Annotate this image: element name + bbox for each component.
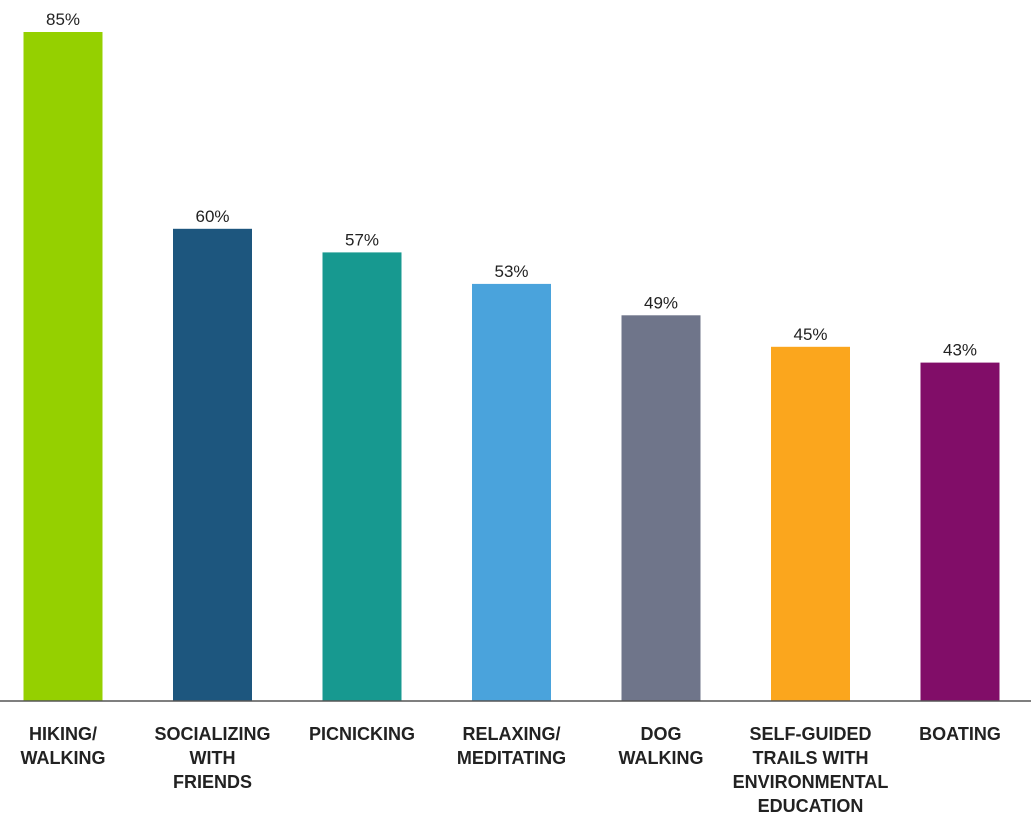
bar-2	[322, 252, 402, 701]
category-label-4-line-1: WALKING	[619, 748, 704, 768]
category-label-2-line-0: PICNICKING	[309, 724, 415, 744]
category-label-2: PICNICKING	[309, 724, 415, 744]
category-label-5-line-2: ENVIRONMENTAL	[733, 772, 889, 792]
bar-6	[920, 362, 1000, 701]
category-labels-group: HIKING/WALKING SOCIALIZING WITH FRIENDS PICN…	[21, 724, 1001, 816]
value-label-3: 53%	[494, 262, 528, 281]
category-label-4-line-0: DOG	[640, 724, 681, 744]
category-label-3-line-1: MEDITATING	[457, 748, 566, 768]
category-label-3: RELAXING/MEDITATING	[457, 724, 566, 768]
category-label-3-line-0: RELAXING/	[462, 724, 560, 744]
bar-3	[472, 283, 551, 701]
bars-group	[23, 32, 1000, 702]
bar-1	[173, 228, 252, 702]
category-label-0: HIKING/WALKING	[21, 724, 106, 768]
value-label-0: 85%	[46, 10, 80, 29]
category-label-5-line-0: SELF-GUIDED	[749, 724, 871, 744]
category-label-6: BOATING	[919, 724, 1001, 744]
category-label-5: SELF-GUIDED TRAILS WITH ENVIRONMENTAL EDUCA…	[733, 724, 889, 816]
category-label-5-line-3: EDUCATION	[758, 796, 864, 816]
category-label-1: SOCIALIZING WITH FRIENDS	[155, 724, 271, 792]
value-labels-group: 85% 60% 57% 53% 49% 45% 43%	[46, 10, 977, 360]
value-label-4: 49%	[644, 293, 678, 312]
value-label-1: 60%	[195, 207, 229, 226]
bar-4	[621, 315, 701, 701]
value-label-5: 45%	[793, 325, 827, 344]
category-label-6-line-0: BOATING	[919, 724, 1001, 744]
category-label-1-line-0: SOCIALIZING	[155, 724, 271, 744]
category-label-1-line-1: WITH	[190, 748, 236, 768]
category-label-5-line-1: TRAILS WITH	[753, 748, 869, 768]
category-label-1-line-2: FRIENDS	[173, 772, 252, 792]
bar-0	[23, 32, 103, 701]
value-label-6: 43%	[943, 341, 977, 360]
category-label-0-line-0: HIKING/	[29, 724, 97, 744]
bar-5	[771, 346, 850, 701]
category-label-0-line-1: WALKING	[21, 748, 106, 768]
value-label-2: 57%	[345, 230, 379, 249]
category-label-4: DOG WALKING	[619, 724, 704, 768]
